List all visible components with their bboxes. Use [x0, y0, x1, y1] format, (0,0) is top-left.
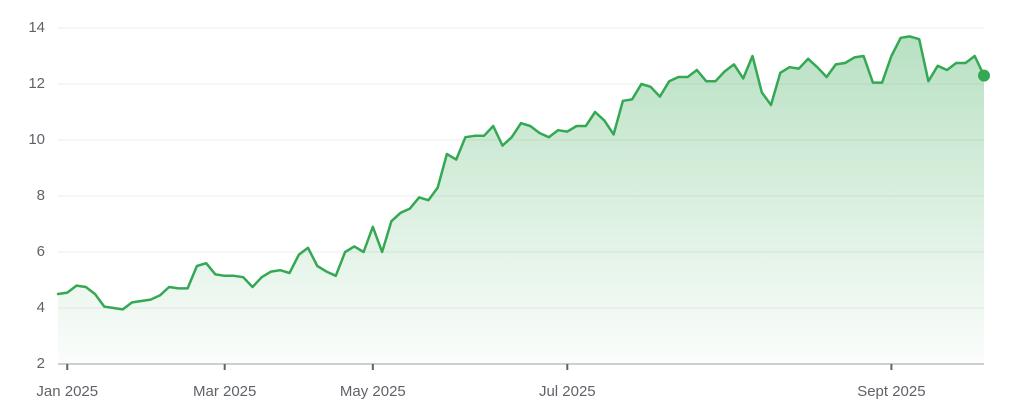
area [58, 36, 984, 365]
y-tick-label: 4 [37, 299, 45, 316]
line [56, 35, 986, 311]
x-tick-label: Jul 2025 [539, 383, 596, 400]
y-tick-label: 2 [37, 355, 45, 372]
end-dot [978, 69, 990, 82]
y-tick-label: 14 [28, 19, 45, 36]
x-tick-label: Sept 2025 [857, 383, 925, 400]
y-tick-label: 6 [37, 243, 45, 260]
y-tick-label: 8 [37, 187, 45, 204]
x-tick-label: Mar 2025 [193, 383, 256, 400]
y-tick-label: 10 [28, 131, 45, 148]
x-tick-label: Jan 2025 [36, 383, 98, 400]
x-tick-label: May 2025 [340, 383, 406, 400]
y-tick-label: 12 [28, 75, 45, 92]
